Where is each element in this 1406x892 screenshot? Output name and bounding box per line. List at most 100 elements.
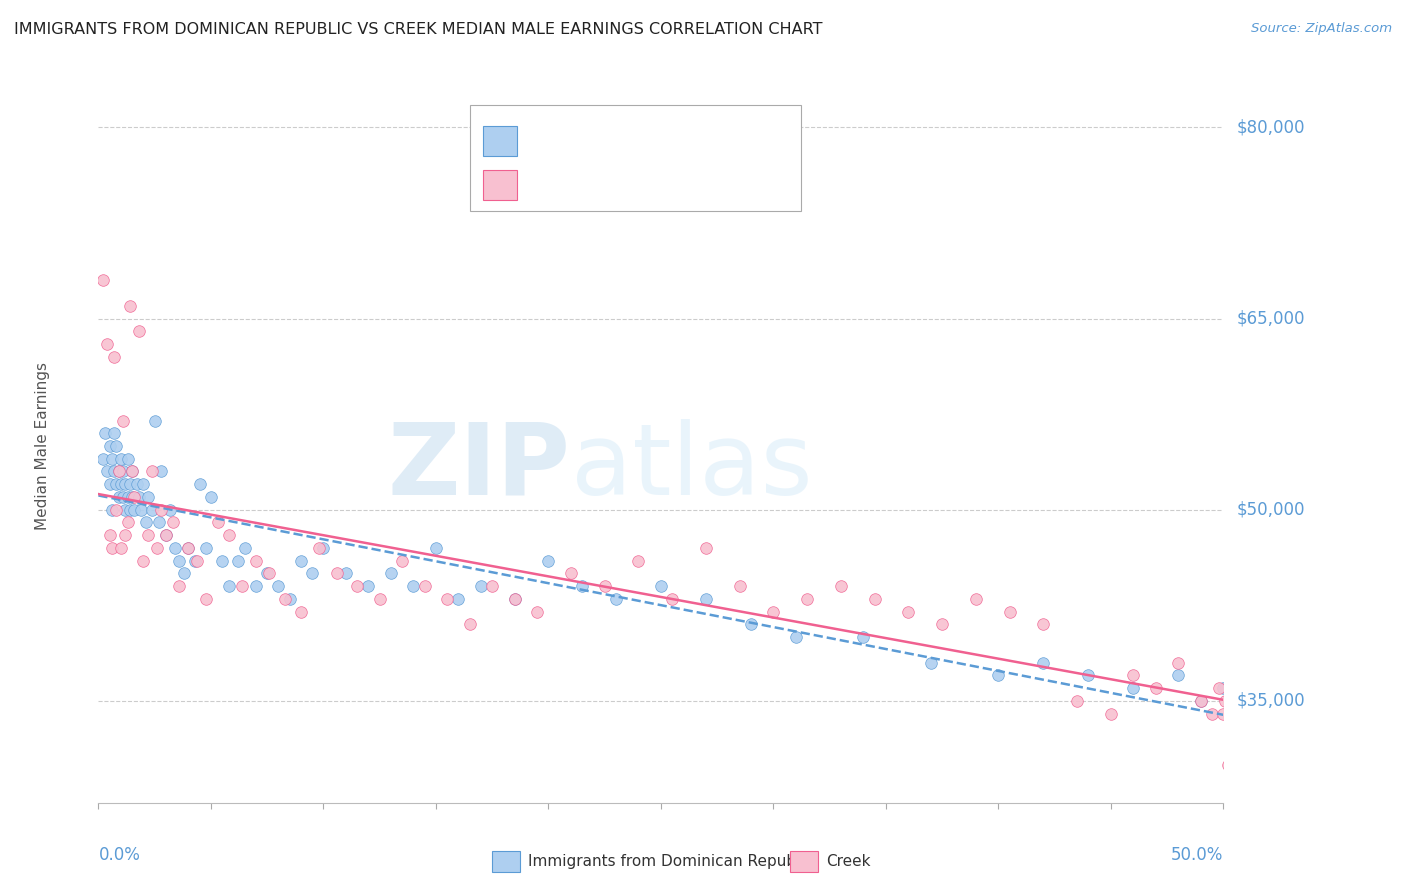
Point (1032, 656, 1054, 670)
Point (965, 591, 987, 606)
Text: 72: 72 (703, 175, 721, 189)
Text: R =: R = (529, 131, 557, 146)
Point (186, 554, 208, 568)
Bar (484, 169, 517, 200)
Point (125, 477, 148, 491)
Point (503, 591, 526, 606)
Point (148, 516, 170, 530)
Point (98, 439, 121, 453)
Point (150, 502, 173, 516)
Point (169, 579, 191, 593)
Point (101, 451, 124, 466)
Point (101, 541, 124, 555)
Text: $50,000: $50,000 (1237, 500, 1306, 519)
Point (335, 566, 357, 581)
Point (796, 591, 818, 606)
Point (526, 605, 548, 619)
Text: -0.576: -0.576 (574, 131, 621, 146)
Point (211, 554, 233, 568)
Point (218, 579, 240, 593)
Point (103, 350, 125, 364)
Text: IMMIGRANTS FROM DOMINICAN REPUBLIC VS CREEK MEDIAN MALE EARNINGS CORRELATION CHA: IMMIGRANTS FROM DOMINICAN REPUBLIC VS CR… (14, 22, 823, 37)
Point (124, 502, 146, 516)
Text: Immigrants from Dominican Republic: Immigrants from Dominican Republic (529, 854, 813, 869)
Point (184, 554, 207, 568)
Point (121, 465, 143, 479)
Point (245, 579, 267, 593)
Bar (492, 851, 520, 872)
Point (571, 579, 593, 593)
Point (447, 591, 470, 606)
FancyBboxPatch shape (470, 105, 801, 211)
Text: $80,000: $80,000 (1237, 119, 1306, 136)
Point (132, 554, 155, 568)
Point (1219, 706, 1241, 721)
Point (132, 477, 155, 491)
Point (141, 465, 163, 479)
Point (136, 528, 159, 542)
Point (195, 591, 218, 606)
Point (1167, 668, 1189, 682)
Point (308, 541, 330, 555)
Point (458, 617, 481, 632)
Text: Median Male Earnings: Median Male Earnings (35, 362, 49, 530)
Point (537, 554, 560, 568)
Point (560, 566, 582, 581)
Point (118, 477, 141, 491)
Point (274, 591, 297, 606)
Point (163, 541, 186, 555)
Point (1215, 694, 1237, 708)
Point (998, 605, 1021, 619)
Point (830, 579, 852, 593)
Point (301, 566, 323, 581)
Point (728, 579, 751, 593)
Point (290, 605, 312, 619)
Point (143, 413, 166, 427)
Point (436, 591, 458, 606)
Point (107, 490, 129, 504)
Point (94, 426, 117, 441)
Point (124, 490, 146, 504)
Text: atlas: atlas (571, 419, 813, 516)
Point (155, 528, 177, 542)
Point (162, 516, 184, 530)
Point (503, 591, 526, 606)
Point (107, 465, 129, 479)
Point (114, 477, 136, 491)
Text: ZIP: ZIP (388, 419, 571, 516)
Point (267, 579, 290, 593)
Point (146, 541, 169, 555)
Point (110, 477, 132, 491)
Point (150, 465, 173, 479)
Point (110, 451, 132, 466)
Point (226, 554, 249, 568)
Point (1122, 681, 1144, 695)
Point (107, 465, 129, 479)
Point (593, 579, 616, 593)
Text: -0.462: -0.462 (574, 175, 621, 189)
Point (661, 591, 683, 606)
Point (114, 502, 136, 516)
Point (762, 605, 785, 619)
Point (105, 439, 128, 453)
Text: 50.0%: 50.0% (1171, 846, 1223, 863)
Point (357, 579, 380, 593)
Point (200, 490, 222, 504)
Point (177, 541, 200, 555)
Point (91, 451, 114, 466)
Point (155, 528, 177, 542)
Point (391, 554, 413, 568)
Bar (484, 126, 517, 155)
Point (863, 591, 886, 606)
Point (121, 490, 143, 504)
Point (103, 465, 125, 479)
Point (413, 579, 436, 593)
Text: Creek: Creek (827, 854, 870, 869)
Text: $65,000: $65,000 (1237, 310, 1306, 327)
Point (118, 299, 141, 313)
Point (112, 413, 135, 427)
Point (1212, 706, 1234, 721)
Point (96, 337, 118, 351)
Point (470, 579, 492, 593)
Point (141, 502, 163, 516)
